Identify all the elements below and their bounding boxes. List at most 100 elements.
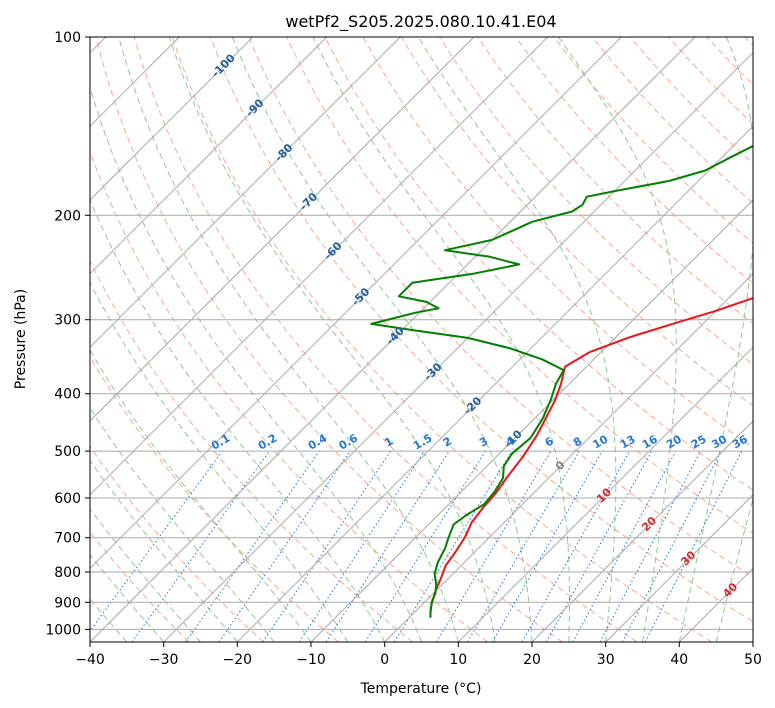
mixing-ratio-line <box>393 450 513 642</box>
moist-adiabat-line <box>558 37 677 642</box>
isotherm-line <box>531 420 753 642</box>
mixing-ratio-line <box>185 450 320 642</box>
isotherm-line <box>310 199 753 642</box>
isotherm-line <box>90 37 475 422</box>
moist-adiabat-line <box>90 554 165 642</box>
mixing-ratio-label: 25 <box>689 433 709 452</box>
isotherms <box>90 37 753 642</box>
temperature-profile-line <box>429 296 753 618</box>
mixing-ratio-label: 8 <box>571 435 584 450</box>
y-tick-label: 1000 <box>45 622 81 638</box>
dry-adiabat-line <box>286 37 753 534</box>
profile-series <box>370 144 753 618</box>
isotherm-line <box>90 37 254 201</box>
dry-adiabat-line <box>90 356 339 642</box>
mixing-ratio-label: 30 <box>709 432 729 451</box>
isotherm-line <box>90 37 696 642</box>
moist-adiabat-line <box>90 459 238 642</box>
mixing-ratio-label: 0.4 <box>306 431 330 452</box>
isotherm-line <box>90 37 622 570</box>
isotherm-line <box>90 37 328 275</box>
moist-adiabat-line <box>752 640 753 642</box>
mixing-ratio-line <box>364 450 486 642</box>
y-tick-label: 800 <box>54 565 81 581</box>
mixing-ratio-line <box>435 450 552 642</box>
mixing-ratio-label: 1 <box>382 435 395 450</box>
mixing-ratio-line <box>467 450 580 642</box>
y-axis-label: Pressure (hPa) <box>13 289 29 389</box>
moist-adiabat-line <box>90 598 128 642</box>
chart-title: wetPf2_S205.2025.080.10.41.E04 <box>285 12 556 32</box>
dry-adiabat-line <box>210 37 753 623</box>
mixing-ratio-line <box>218 450 351 642</box>
mixing-ratio-label: 20 <box>664 432 684 451</box>
dry-adiabat-line <box>477 37 753 325</box>
isotherm-line <box>457 346 753 642</box>
moist-adiabat-line <box>90 349 312 642</box>
moist-adiabat-line <box>418 37 617 642</box>
isotherm-label: -90 <box>243 96 266 119</box>
mixing-ratio-line <box>572 450 677 642</box>
mixing-ratio-line <box>131 450 270 642</box>
isotherm-line <box>678 567 753 642</box>
y-tick-label: 400 <box>54 387 81 403</box>
isotherm-line <box>605 493 753 642</box>
dry-adiabat-line <box>90 259 414 642</box>
pressure-gridlines <box>90 37 753 630</box>
x-axis-ticks: −40 −30 −20 −10 0 10 20 30 40 50 <box>75 642 762 668</box>
moist-adiabat-line <box>90 281 349 642</box>
dry-adiabat-line <box>438 37 753 366</box>
x-tick-label: −10 <box>296 652 326 668</box>
isotherm-label: 30 <box>678 548 698 568</box>
dry-adiabat-line <box>515 37 753 284</box>
moist-adiabat-line <box>90 508 201 642</box>
dewpoint-profile-line <box>370 144 753 618</box>
moist-adiabat-line <box>168 37 496 642</box>
x-tick-label: 0 <box>380 652 389 668</box>
y-tick-label: 300 <box>54 313 81 329</box>
x-tick-label: −20 <box>223 652 253 668</box>
mixing-ratio-lines <box>90 450 743 642</box>
moist-adiabat-line <box>90 407 275 642</box>
mixing-ratio-label: 0.2 <box>256 432 279 453</box>
mixing-ratio-label: 0.1 <box>209 432 232 453</box>
x-tick-label: 40 <box>670 652 688 668</box>
moist-adiabat-line <box>90 198 386 642</box>
dry-adiabat-line <box>90 150 488 642</box>
x-tick-label: 30 <box>597 652 615 668</box>
y-tick-label: 600 <box>54 491 81 507</box>
x-axis-label: Temperature (°C) <box>360 681 482 697</box>
moist-adiabat-line <box>231 37 533 642</box>
plot-frame <box>89 36 754 643</box>
mixing-ratio-line <box>262 450 392 642</box>
mixing-ratio-label: 36 <box>730 432 750 451</box>
dry-adiabat-line <box>591 37 753 204</box>
mixing-ratio-line <box>491 450 603 642</box>
mixing-ratio-label: 1.5 <box>411 432 434 453</box>
mixing-ratio-line <box>90 450 223 632</box>
dry-adiabat-line <box>706 37 753 86</box>
mixing-ratio-line <box>325 450 450 642</box>
mixing-ratio-line <box>545 450 653 642</box>
moist-adiabat-line <box>90 85 422 642</box>
x-tick-label: 50 <box>744 652 762 668</box>
x-tick-label: 20 <box>523 652 541 668</box>
x-tick-label: 10 <box>449 652 467 668</box>
y-tick-label: 200 <box>54 208 81 224</box>
dry-adiabat-line <box>324 37 753 491</box>
x-tick-label: −30 <box>149 652 179 668</box>
mixing-ratio-label: 16 <box>640 432 660 451</box>
isotherm-label: -30 <box>421 360 444 383</box>
mixing-ratio-line <box>644 450 743 642</box>
dry-adiabat-line <box>744 37 753 47</box>
mixing-ratio-line <box>521 450 630 642</box>
moist-adiabat-line <box>715 497 753 642</box>
dry-adiabat-line <box>133 37 638 642</box>
isotherm-line <box>752 641 753 642</box>
dry-adiabat-line <box>553 37 753 244</box>
plot-area: -100-90-80-70-60-50-40-30-20-10010203040… <box>90 37 753 642</box>
isotherm-line <box>384 272 753 642</box>
moist-adiabat-line <box>678 37 753 642</box>
isotherm-line <box>163 51 753 642</box>
